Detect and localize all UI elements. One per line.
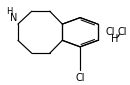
Text: Cl: Cl: [118, 27, 127, 37]
Text: Cl: Cl: [106, 27, 115, 37]
Text: H: H: [6, 7, 12, 16]
FancyBboxPatch shape: [113, 35, 118, 42]
Text: H: H: [111, 34, 119, 44]
FancyBboxPatch shape: [10, 14, 18, 22]
FancyBboxPatch shape: [118, 28, 128, 36]
FancyBboxPatch shape: [75, 74, 85, 82]
FancyBboxPatch shape: [6, 9, 12, 15]
Text: Cl: Cl: [75, 73, 85, 83]
FancyBboxPatch shape: [100, 28, 111, 36]
Text: N: N: [10, 13, 18, 23]
